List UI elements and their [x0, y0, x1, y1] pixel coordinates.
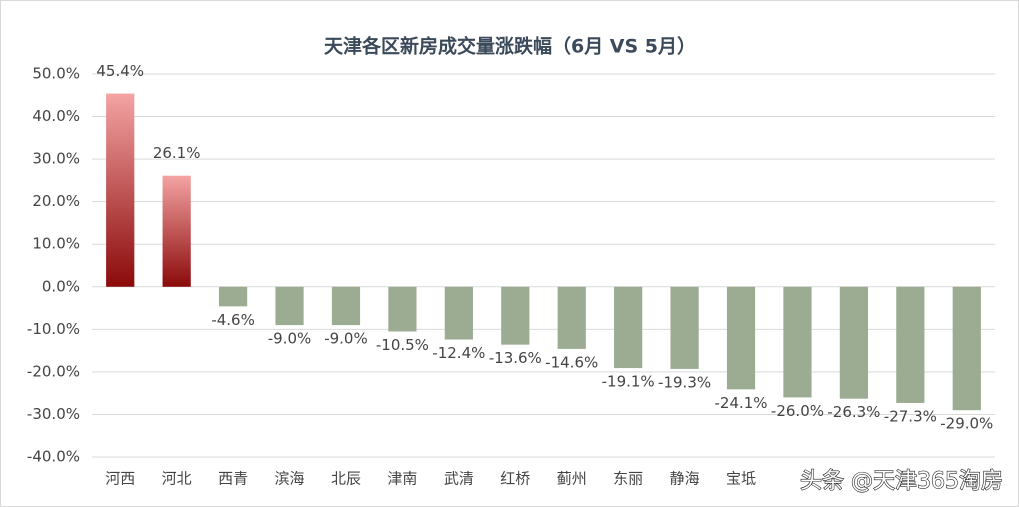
bar	[388, 286, 417, 332]
bar	[952, 286, 981, 411]
y-tick-label: -40.0%	[27, 448, 80, 466]
bar	[896, 286, 925, 403]
value-label: -26.3%	[827, 403, 880, 421]
y-tick-label: -30.0%	[27, 405, 80, 423]
value-label: -12.4%	[432, 344, 485, 362]
value-label: 45.4%	[96, 62, 144, 80]
x-tick-label: 武清	[444, 470, 474, 488]
bar	[557, 286, 586, 349]
x-tick-label: 滨海	[275, 470, 305, 488]
bar	[614, 286, 643, 369]
bar	[501, 286, 530, 345]
y-tick-label: 0.0%	[42, 277, 80, 295]
watermark: 头条 @天津365淘房	[800, 469, 1003, 494]
x-tick-label: 河西	[105, 470, 135, 488]
bar	[162, 175, 191, 287]
bar	[839, 286, 869, 399]
y-tick-label: -10.0%	[27, 320, 80, 338]
x-tick-label: 北辰	[331, 470, 361, 488]
bar	[444, 286, 473, 340]
y-tick-label: 40.0%	[32, 107, 80, 125]
x-tick-label: 津南	[387, 470, 417, 488]
bar	[670, 286, 699, 369]
x-tick-label: 静海	[670, 470, 700, 488]
x-tick-label: 宝坻	[726, 470, 756, 488]
y-tick-label: 10.0%	[32, 235, 80, 253]
x-tick-label: 蓟州	[557, 470, 587, 488]
x-tick-label: 西青	[218, 470, 248, 488]
y-tick-label: -20.0%	[27, 362, 80, 380]
value-label: -9.0%	[324, 330, 368, 348]
bar	[106, 93, 135, 287]
x-tick-label: 东丽	[613, 470, 643, 488]
value-label: -14.6%	[545, 353, 598, 371]
y-tick-label: 50.0%	[32, 65, 80, 83]
value-label: -19.1%	[602, 373, 655, 391]
value-label: -26.0%	[771, 402, 824, 420]
value-label: -4.6%	[211, 311, 255, 329]
value-label: -24.1%	[714, 394, 767, 412]
value-label: -29.0%	[940, 415, 993, 433]
chart-title: 天津各区新房成交量涨跌幅（6月 VS 5月）	[324, 35, 696, 58]
value-label: -9.0%	[268, 330, 312, 348]
value-label: -13.6%	[489, 349, 542, 367]
bar	[275, 286, 304, 326]
value-label: -19.3%	[658, 373, 711, 391]
x-tick-label: 红桥	[500, 470, 530, 488]
bar	[726, 286, 756, 390]
value-label: -10.5%	[376, 336, 429, 354]
y-tick-label: 30.0%	[32, 150, 80, 168]
bar	[783, 286, 812, 398]
bar	[331, 286, 361, 326]
value-label: 26.1%	[153, 144, 201, 162]
y-tick-label: 20.0%	[32, 192, 80, 210]
bar	[218, 286, 248, 307]
x-tick-label: 河北	[162, 470, 192, 488]
value-label: -27.3%	[884, 407, 937, 425]
